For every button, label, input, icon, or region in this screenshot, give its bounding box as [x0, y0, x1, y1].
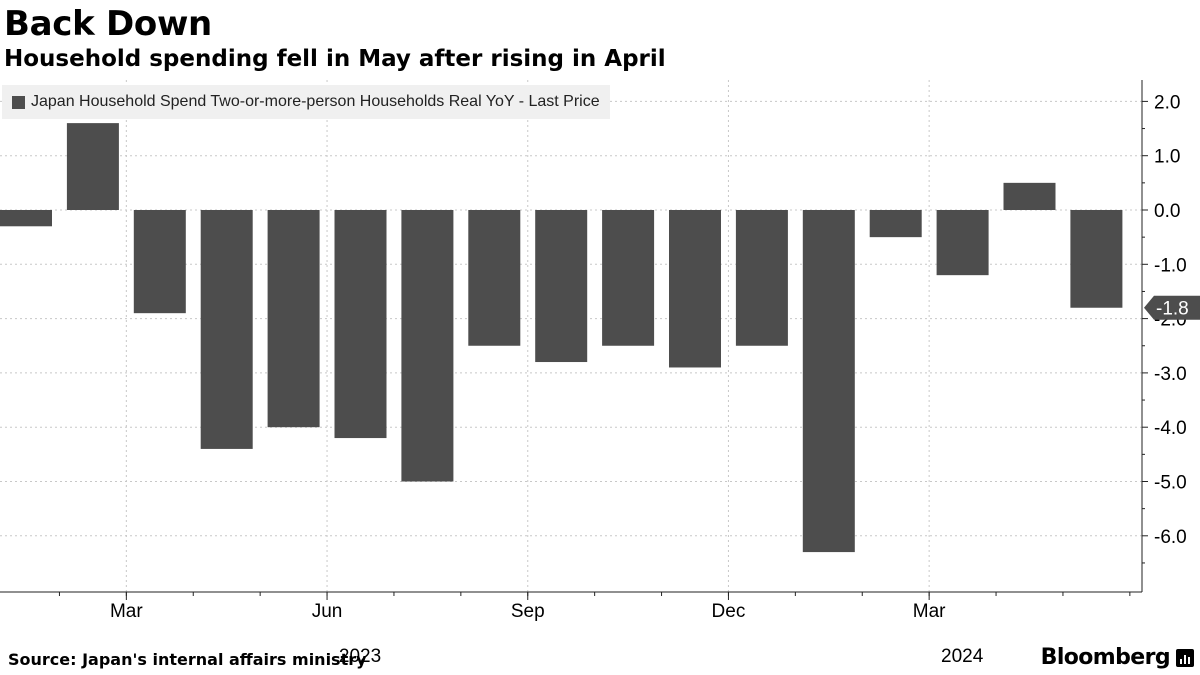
y-tick-label: -1.0: [1154, 255, 1187, 276]
bar: [1003, 182, 1056, 210]
bar: [535, 210, 588, 363]
y-tick-label: 2.0: [1154, 92, 1180, 113]
x-tick-label: Dec: [712, 601, 746, 622]
last-value-marker: [1144, 295, 1200, 320]
x-tick-label: Mar: [110, 601, 143, 622]
y-tick-label: -4.0: [1154, 418, 1187, 439]
bar: [1070, 210, 1123, 308]
y-tick-label: -5.0: [1154, 473, 1187, 494]
brand-logo: Bloomberg: [1040, 645, 1171, 670]
chart-title: Back Down: [4, 4, 212, 44]
source-note: Source: Japan's internal affairs ministr…: [8, 650, 367, 669]
bar: [334, 210, 387, 439]
bar-series: [0, 123, 1123, 553]
bar: [401, 210, 454, 482]
bar: [200, 210, 253, 449]
bar: [602, 210, 655, 346]
bar: [0, 210, 52, 227]
legend: Japan Household Spend Two-or-more-person…: [2, 85, 610, 119]
bar: [669, 210, 721, 368]
bar: [66, 123, 119, 210]
bar: [133, 210, 186, 314]
bar: [869, 210, 922, 238]
y-tick-label: -3.0: [1154, 364, 1187, 385]
x-year-label: 2023: [339, 646, 381, 667]
last-value-label: -1.8: [1156, 299, 1189, 320]
y-tick-label: 1.0: [1154, 147, 1180, 168]
x-year-label: 2024: [941, 646, 984, 667]
bar: [802, 210, 855, 553]
legend-label: Japan Household Spend Two-or-more-person…: [31, 93, 600, 110]
x-tick-label: Mar: [913, 601, 946, 622]
bar: [468, 210, 521, 346]
bar: [735, 210, 788, 346]
legend-swatch: [12, 95, 25, 109]
y-tick-label: 0.0: [1154, 201, 1180, 222]
x-axis: Mar Jun Sep Dec Mar 2023 2024: [0, 591, 1142, 667]
bloomberg-chart-icon: [1176, 649, 1194, 667]
x-tick-label: Sep: [511, 601, 545, 622]
x-tick-label: Jun: [312, 601, 343, 622]
y-axis: 2.01.00.0-1.0-2.0-3.0-4.0-5.0-6.0-1.8: [1141, 80, 1200, 592]
bar: [936, 210, 989, 276]
chart-subtitle: Household spending fell in May after ris…: [4, 46, 666, 72]
y-tick-label: -6.0: [1154, 527, 1187, 548]
bar: [267, 210, 320, 428]
